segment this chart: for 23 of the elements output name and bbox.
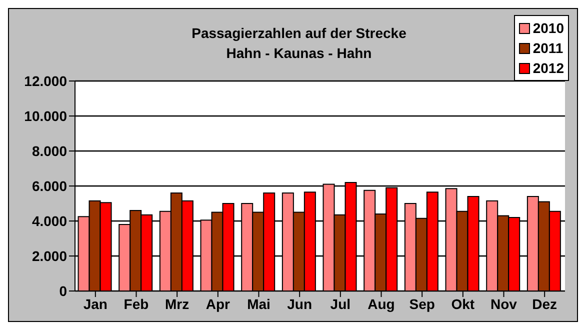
y-tick-label: 12.000: [24, 72, 68, 89]
x-tick-label: Okt: [451, 296, 475, 312]
x-tick-label: Sep: [409, 296, 435, 312]
legend-label: 2011: [532, 39, 564, 58]
y-tick-label: 0: [59, 282, 68, 299]
x-tick-label: Aug: [368, 296, 395, 312]
y-tick-label: 4.000: [32, 212, 68, 229]
y-tick-label: 8.000: [32, 142, 68, 159]
y-tick-label: 6.000: [32, 178, 68, 194]
y-tick-label: 10.000: [24, 108, 68, 124]
chart-title: Passagierzahlen auf der Strecke Hahn - Kaunas - Hahn: [190, 24, 408, 63]
legend-label: 2012: [532, 59, 564, 78]
x-tick-label: Jan: [83, 296, 108, 312]
x-tick-label: Apr: [206, 296, 231, 312]
x-tick-label: Jun: [287, 296, 312, 312]
x-tick-label: Feb: [124, 296, 149, 312]
x-tick-label: Jul: [330, 296, 351, 312]
y-tick-label: 2.000: [32, 248, 68, 264]
x-tick-label: Mrz: [165, 296, 190, 312]
x-tick-label: Nov: [490, 296, 518, 312]
legend-label: 2010: [532, 19, 564, 38]
x-tick-label: Dez: [532, 296, 558, 312]
x-tick-label: Mai: [247, 296, 270, 312]
